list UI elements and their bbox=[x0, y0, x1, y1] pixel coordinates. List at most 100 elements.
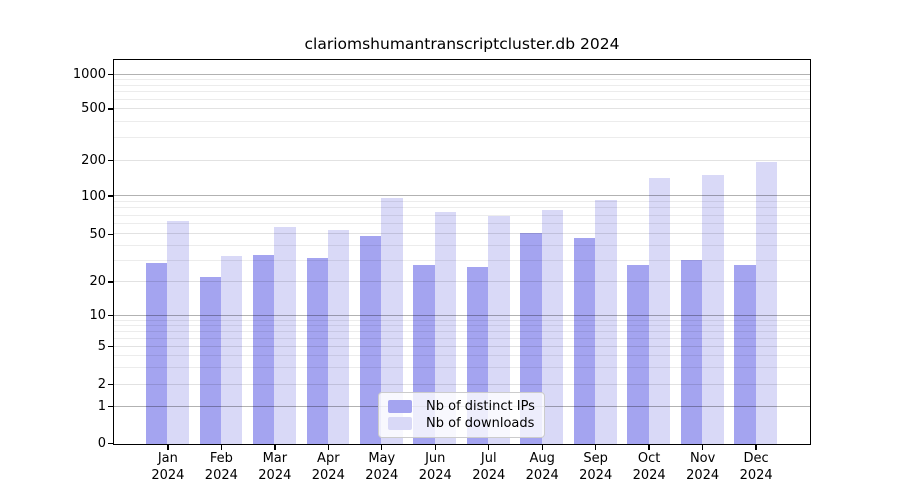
bar-nov-downloads bbox=[702, 174, 724, 444]
y-tick-label-0: 0 bbox=[97, 436, 106, 452]
legend-item-distinct-ips: Nb of distinct IPs bbox=[388, 399, 536, 414]
x-tick-oct bbox=[648, 445, 650, 450]
x-tick-label-jan: Jan 2024 bbox=[136, 451, 200, 484]
x-label-year: 2024 bbox=[525, 467, 559, 483]
y-tick-label-500: 500 bbox=[81, 101, 106, 117]
x-tick-sep bbox=[594, 445, 597, 450]
y-tick-0 bbox=[108, 442, 113, 445]
bar-apr-ips bbox=[306, 257, 328, 444]
x-label-year: 2024 bbox=[472, 467, 506, 483]
x-tick-label-mar: Mar 2024 bbox=[243, 451, 307, 484]
x-label-month: Jul bbox=[480, 451, 497, 466]
x-tick-apr bbox=[327, 445, 329, 450]
x-label-year: 2024 bbox=[418, 467, 452, 483]
bar-feb-downloads bbox=[220, 256, 243, 444]
x-label-month: Apr bbox=[317, 451, 340, 466]
x-tick-label-aug: Aug 2024 bbox=[510, 451, 574, 484]
x-tick-label-oct: Oct 2024 bbox=[617, 451, 681, 484]
x-tick-mar bbox=[274, 445, 276, 450]
legend-label-distinct-ips: Nb of distinct IPs bbox=[426, 399, 535, 414]
x-label-month: Nov bbox=[689, 451, 716, 466]
bar-may-downloads bbox=[381, 198, 403, 444]
bar-sep-downloads bbox=[595, 200, 617, 444]
y-tick-label-5: 5 bbox=[97, 339, 106, 355]
y-tick-2 bbox=[108, 384, 113, 386]
x-tick-label-jul: Jul 2024 bbox=[457, 451, 521, 484]
x-label-year: 2024 bbox=[739, 467, 773, 483]
x-label-year: 2024 bbox=[258, 467, 292, 483]
x-label-year: 2024 bbox=[311, 467, 345, 483]
x-label-month: May bbox=[368, 451, 396, 466]
x-label-year: 2024 bbox=[204, 467, 238, 483]
x-label-year: 2024 bbox=[632, 467, 666, 483]
x-label-year: 2024 bbox=[151, 467, 185, 483]
bar-aug-ips bbox=[520, 232, 542, 444]
bar-may-ips bbox=[359, 235, 382, 444]
bar-aug-downloads bbox=[541, 210, 564, 444]
x-tick-jul bbox=[488, 445, 490, 450]
x-label-month: Jun bbox=[425, 451, 446, 466]
y-tick-10 bbox=[108, 315, 113, 317]
legend: Nb of distinct IPs Nb of downloads bbox=[378, 392, 545, 438]
x-label-month: Aug bbox=[529, 451, 555, 466]
y-tick-label-1: 1 bbox=[97, 398, 106, 414]
legend-item-downloads: Nb of downloads bbox=[388, 416, 536, 431]
x-tick-nov bbox=[701, 445, 704, 450]
x-tick-jun bbox=[434, 445, 436, 450]
bar-sep-ips bbox=[573, 237, 596, 444]
x-tick-label-jun: Jun 2024 bbox=[403, 451, 467, 484]
y-tick-label-50: 50 bbox=[89, 226, 106, 242]
x-label-year: 2024 bbox=[686, 467, 720, 483]
y-tick-label-100: 100 bbox=[81, 188, 106, 204]
y-tick-200 bbox=[108, 159, 113, 162]
x-label-month: Mar bbox=[262, 451, 288, 466]
bar-jul-downloads bbox=[488, 216, 510, 444]
y-tick-5 bbox=[108, 345, 113, 348]
y-tick-1 bbox=[108, 405, 113, 408]
bar-jan-ips bbox=[146, 262, 168, 444]
y-tick-50 bbox=[108, 233, 113, 235]
x-tick-label-dec: Dec 2024 bbox=[724, 451, 788, 484]
y-tick-500 bbox=[108, 108, 113, 110]
legend-swatch-downloads bbox=[388, 417, 412, 430]
x-label-month: Jan bbox=[157, 451, 178, 466]
x-tick-label-may: May 2024 bbox=[350, 451, 414, 484]
bar-dec-ips bbox=[734, 264, 756, 444]
legend-swatch-ips bbox=[388, 400, 412, 413]
y-tick-1000 bbox=[108, 74, 113, 76]
y-tick-label-1000: 1000 bbox=[72, 67, 106, 83]
x-label-month: Oct bbox=[637, 451, 661, 466]
x-label-year: 2024 bbox=[365, 467, 399, 483]
bar-jan-downloads bbox=[167, 221, 189, 444]
y-tick-label-10: 10 bbox=[89, 308, 106, 324]
x-tick-label-feb: Feb 2024 bbox=[189, 451, 253, 484]
x-tick-jan bbox=[167, 445, 169, 450]
y-tick-20 bbox=[108, 281, 113, 283]
x-tick-label-sep: Sep 2024 bbox=[564, 451, 628, 484]
y-tick-label-200: 200 bbox=[81, 152, 106, 168]
x-tick-dec bbox=[755, 445, 757, 450]
bar-nov-ips bbox=[680, 259, 703, 444]
bar-feb-ips bbox=[199, 277, 221, 444]
x-label-month: Dec bbox=[743, 451, 769, 466]
bar-dec-downloads bbox=[755, 162, 778, 444]
plot-area: Nb of distinct IPs Nb of downloads bbox=[113, 59, 811, 445]
x-label-month: Sep bbox=[583, 451, 608, 466]
bar-mar-ips bbox=[253, 254, 275, 444]
bar-apr-downloads bbox=[327, 230, 350, 444]
y-tick-label-20: 20 bbox=[89, 274, 106, 290]
x-tick-aug bbox=[541, 445, 543, 450]
y-tick-100 bbox=[108, 195, 113, 197]
x-tick-feb bbox=[220, 445, 223, 450]
x-label-month: Feb bbox=[209, 451, 233, 466]
legend-label-downloads: Nb of downloads bbox=[426, 416, 535, 431]
bar-jun-downloads bbox=[434, 212, 457, 444]
x-tick-label-apr: Apr 2024 bbox=[296, 451, 360, 484]
x-label-year: 2024 bbox=[579, 467, 613, 483]
bars-layer bbox=[114, 60, 810, 444]
y-tick-label-2: 2 bbox=[97, 377, 106, 393]
x-tick-may bbox=[381, 445, 383, 450]
bar-mar-downloads bbox=[274, 227, 296, 444]
bar-oct-ips bbox=[627, 264, 649, 444]
